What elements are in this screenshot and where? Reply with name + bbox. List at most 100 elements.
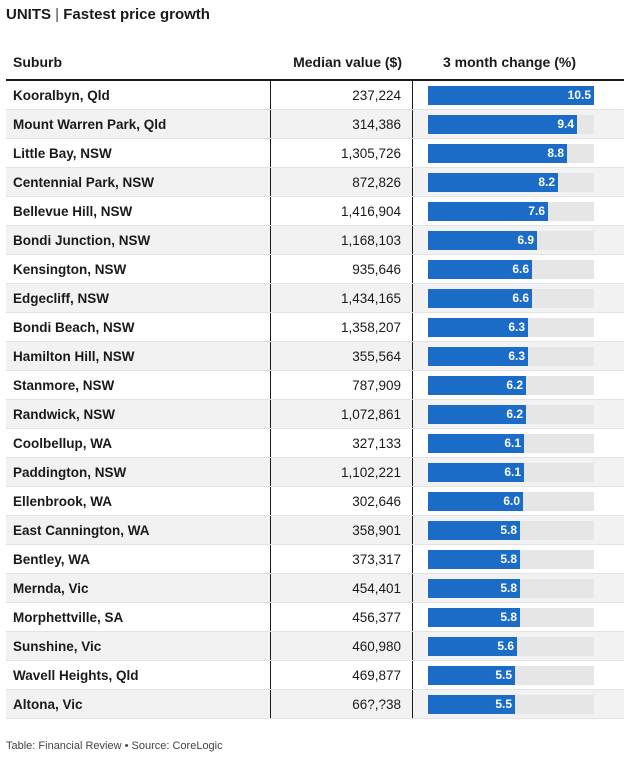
title-separator: | [55,6,60,23]
change-bar: 6.9 [428,231,537,250]
bar-track: 6.0 [428,492,594,511]
bar-track: 6.6 [428,289,594,308]
change-label: 6.9 [517,233,534,247]
table-row: Morphettville, SA 456,377 5.8 [6,603,624,632]
cell-median-value: 355,564 [271,342,413,370]
change-label: 5.8 [500,610,517,624]
change-bar: 6.0 [428,492,523,511]
table-row: Altona, Vic 66?,?38 5.5 [6,690,624,719]
change-label: 8.2 [538,175,555,189]
change-bar: 6.6 [428,260,532,279]
cell-suburb: Little Bay, NSW [6,139,271,167]
bar-track: 5.8 [428,608,594,627]
change-bar: 8.8 [428,144,567,163]
change-bar: 6.2 [428,376,526,395]
column-header-suburb: Suburb [13,53,62,70]
cell-median-value: 872,826 [271,168,413,196]
cell-median-value: 456,377 [271,603,413,631]
change-label: 6.2 [506,407,523,421]
cell-change: 5.8 [413,574,624,602]
cell-median-value: 935,646 [271,255,413,283]
change-label: 6.6 [512,262,529,276]
change-bar: 8.2 [428,173,558,192]
cell-change: 5.5 [413,690,624,718]
bar-track: 7.6 [428,202,594,221]
table-row: Coolbellup, WA 327,133 6.1 [6,429,624,458]
cell-change: 6.1 [413,458,624,486]
cell-suburb: Bondi Junction, NSW [6,226,271,254]
cell-suburb: Centennial Park, NSW [6,168,271,196]
cell-change: 7.6 [413,197,624,225]
table-row: Bellevue Hill, NSW 1,416,904 7.6 [6,197,624,226]
table-row: Bondi Beach, NSW 1,358,207 6.3 [6,313,624,342]
cell-suburb: Hamilton Hill, NSW [6,342,271,370]
change-label: 6.1 [504,465,521,479]
bar-track: 9.4 [428,115,594,134]
cell-median-value: 460,980 [271,632,413,660]
change-bar: 5.5 [428,695,515,714]
bar-track: 10.5 [428,86,594,105]
cell-change: 6.2 [413,371,624,399]
table-row: Stanmore, NSW 787,909 6.2 [6,371,624,400]
bar-track: 6.2 [428,376,594,395]
cell-median-value: 787,909 [271,371,413,399]
table-row: Randwick, NSW 1,072,861 6.2 [6,400,624,429]
bar-track: 6.9 [428,231,594,250]
change-bar: 6.1 [428,463,524,482]
change-bar: 6.3 [428,318,528,337]
table-row: Edgecliff, NSW 1,434,165 6.6 [6,284,624,313]
chart-title: UNITS | Fastest price growth [6,6,210,23]
change-bar: 6.3 [428,347,528,366]
cell-change: 5.8 [413,516,624,544]
cell-suburb: Mount Warren Park, Qld [6,110,271,138]
change-label: 6.0 [503,494,520,508]
table-row: Little Bay, NSW 1,305,726 8.8 [6,139,624,168]
change-label: 9.4 [557,117,574,131]
cell-change: 6.3 [413,342,624,370]
bar-track: 6.1 [428,463,594,482]
change-label: 5.5 [495,668,512,682]
column-header-median: Median value ($) [293,53,402,70]
change-bar: 9.4 [428,115,577,134]
cell-suburb: Bondi Beach, NSW [6,313,271,341]
cell-median-value: 66?,?38 [271,690,413,718]
change-label: 10.5 [567,88,591,102]
cell-change: 6.6 [413,255,624,283]
change-bar: 5.6 [428,637,517,656]
cell-suburb: Kensington, NSW [6,255,271,283]
change-label: 6.3 [508,349,525,363]
cell-median-value: 314,386 [271,110,413,138]
table-row: Kooralbyn, Qld 237,224 10.5 [6,81,624,110]
table-row: Wavell Heights, Qld 469,877 5.5 [6,661,624,690]
table-row: Bentley, WA 373,317 5.8 [6,545,624,574]
bar-track: 5.8 [428,521,594,540]
data-table: Suburb Median value ($) 3 month change (… [6,44,624,719]
cell-median-value: 1,434,165 [271,284,413,312]
change-bar: 5.8 [428,608,520,627]
cell-suburb: Ellenbrook, WA [6,487,271,515]
change-label: 7.6 [528,204,545,218]
change-label: 5.6 [497,639,514,653]
title-rest: Fastest price growth [63,6,210,23]
bar-track: 6.1 [428,434,594,453]
cell-median-value: 1,168,103 [271,226,413,254]
change-label: 6.3 [508,320,525,334]
cell-median-value: 1,416,904 [271,197,413,225]
change-label: 6.1 [504,436,521,450]
cell-median-value: 469,877 [271,661,413,689]
table-row: Mount Warren Park, Qld 314,386 9.4 [6,110,624,139]
change-label: 6.2 [506,378,523,392]
bar-track: 6.3 [428,347,594,366]
bar-track: 6.6 [428,260,594,279]
cell-change: 6.9 [413,226,624,254]
table-row: Bondi Junction, NSW 1,168,103 6.9 [6,226,624,255]
change-bar: 6.1 [428,434,524,453]
table-row: Kensington, NSW 935,646 6.6 [6,255,624,284]
cell-median-value: 358,901 [271,516,413,544]
table-body: Kooralbyn, Qld 237,224 10.5 Mount Warren Pa… [6,81,624,719]
change-label: 5.8 [500,581,517,595]
cell-suburb: Edgecliff, NSW [6,284,271,312]
change-bar: 5.8 [428,521,520,540]
table-row: Ellenbrook, WA 302,646 6.0 [6,487,624,516]
cell-median-value: 373,317 [271,545,413,573]
